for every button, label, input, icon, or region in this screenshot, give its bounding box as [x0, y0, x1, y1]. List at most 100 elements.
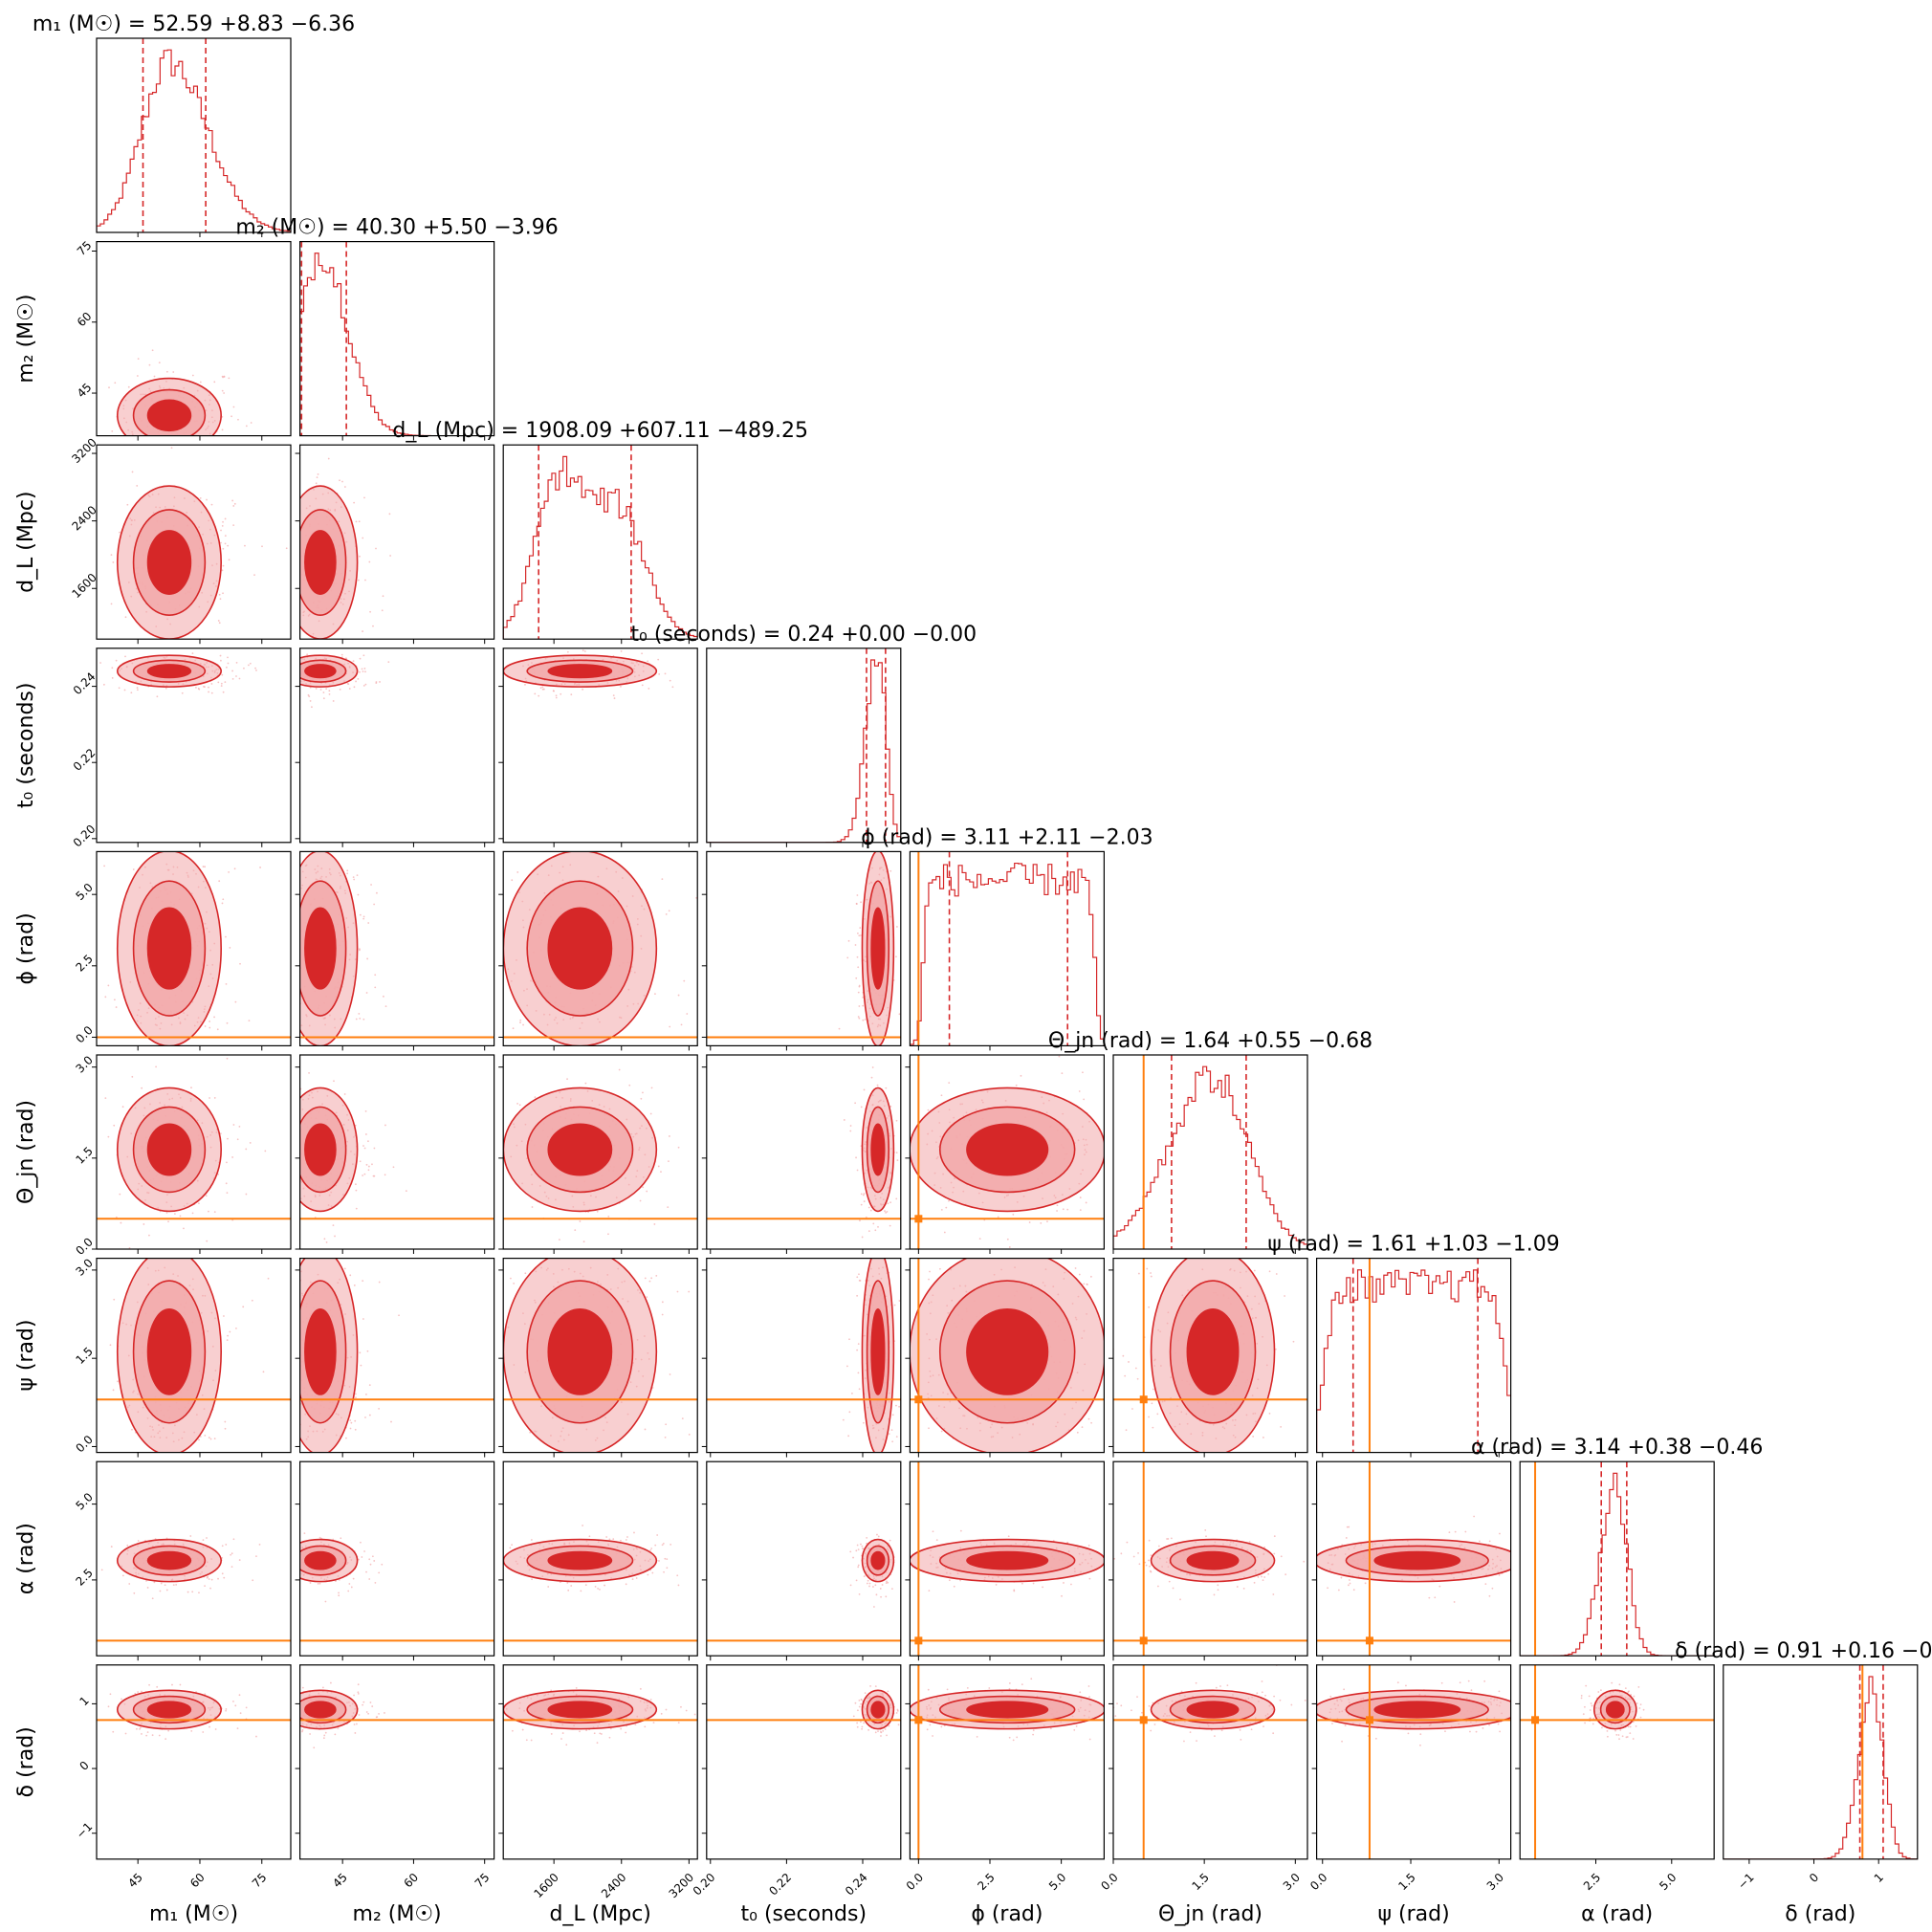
sample-point: [132, 868, 135, 870]
sample-point: [263, 977, 265, 979]
sample-point: [160, 450, 162, 451]
sample-point: [1137, 1272, 1140, 1275]
sample-point: [891, 1414, 894, 1416]
sample-point: [547, 1586, 550, 1588]
sample-point: [204, 1585, 206, 1588]
sample-point: [667, 1206, 670, 1208]
sample-point: [232, 1538, 235, 1541]
sample-point: [373, 1175, 376, 1177]
sample-point: [296, 1562, 297, 1564]
panel-t0-vs-dL: [498, 648, 698, 847]
sample-point: [243, 667, 245, 670]
panel-frame: [909, 1054, 1106, 1250]
sample-point: [126, 503, 129, 506]
sample-point: [231, 438, 233, 440]
y-tick-label: 60: [75, 310, 95, 330]
sample-point: [368, 1558, 371, 1561]
sample-point: [210, 1578, 213, 1581]
sample-point: [855, 977, 858, 979]
sample-point: [929, 1270, 931, 1273]
title-psi: ψ (rad) = 1.61 +1.03 −1.09: [1267, 1233, 1559, 1257]
sample-point: [328, 692, 331, 695]
sample-point: [293, 574, 295, 576]
sample-point: [141, 1087, 143, 1089]
sample-point: [175, 1584, 178, 1586]
sample-point: [198, 439, 200, 441]
sample-point: [222, 564, 225, 567]
sample-point: [280, 659, 282, 661]
sample-point: [168, 443, 170, 445]
contour-level-3: [304, 530, 337, 595]
sample-point: [221, 673, 224, 676]
sample-point: [669, 1373, 671, 1375]
sample-point: [230, 1553, 232, 1556]
panel-psi-vs-m1: 0.01.53.0: [73, 1256, 292, 1458]
sample-point: [1074, 1267, 1077, 1269]
sample-point: [208, 1210, 209, 1213]
sample-point: [875, 1593, 878, 1596]
sample-point: [579, 1220, 582, 1222]
panel-content: [706, 1533, 901, 1642]
sample-point: [1083, 1098, 1086, 1101]
panel-psi-vs-m2: [276, 1257, 495, 1458]
sample-point: [1082, 1071, 1084, 1074]
sample-point: [367, 922, 370, 924]
sample-point: [509, 1277, 512, 1280]
panel-frame: [96, 37, 292, 233]
sample-point: [356, 874, 359, 877]
sample-point: [220, 682, 223, 685]
sample-point: [620, 685, 622, 688]
panel-frame: [96, 850, 292, 1047]
sample-point: [529, 1431, 532, 1434]
sample-point: [123, 689, 126, 692]
sample-point: [1122, 1354, 1125, 1357]
contour-level-3: [304, 664, 337, 679]
sample-point: [367, 1140, 369, 1143]
panel-content: [503, 649, 674, 699]
sample-point: [1152, 1388, 1154, 1391]
sample-point: [124, 655, 126, 658]
sample-point: [668, 1160, 670, 1163]
sample-point: [594, 1585, 597, 1588]
sample-point: [297, 1275, 299, 1277]
sample-point: [357, 677, 360, 680]
sample-point: [857, 1564, 860, 1567]
sample-point: [375, 682, 378, 685]
sample-point: [296, 670, 297, 671]
sample-point: [156, 695, 159, 698]
sample-point: [220, 659, 222, 662]
sample-point: [306, 653, 309, 656]
sample-point: [327, 457, 330, 460]
sample-point: [104, 996, 107, 999]
sample-point: [376, 891, 378, 894]
sample-point: [276, 1416, 278, 1417]
sample-point: [222, 898, 225, 901]
sample-point: [136, 484, 139, 487]
sample-point: [237, 418, 239, 421]
sample-point: [113, 1298, 116, 1301]
sample-point: [274, 615, 276, 617]
panel-psi-vs-psi: ψ (rad) = 1.61 +1.03 −1.09: [1267, 1233, 1560, 1458]
sample-point: [319, 689, 322, 691]
sample-point: [364, 670, 366, 673]
panel-frame: [502, 1257, 698, 1454]
sample-point: [1148, 1416, 1150, 1418]
sample-point: [541, 686, 544, 689]
sample-point: [620, 650, 623, 652]
sample-point: [644, 1428, 647, 1431]
sample-point: [296, 1374, 298, 1376]
sample-point: [128, 1583, 131, 1585]
sample-point: [365, 1163, 368, 1166]
panel-content: [910, 1055, 1105, 1249]
sample-point: [322, 692, 325, 693]
sample-point: [287, 1575, 289, 1577]
sample-point: [213, 381, 216, 384]
sample-point: [227, 544, 230, 547]
sample-point: [943, 1231, 946, 1234]
sample-point: [362, 537, 364, 539]
sample-point: [647, 660, 649, 663]
sample-point: [289, 1114, 291, 1116]
sample-point: [860, 934, 862, 936]
sample-point: [119, 443, 121, 445]
panel-content: [706, 851, 901, 1046]
